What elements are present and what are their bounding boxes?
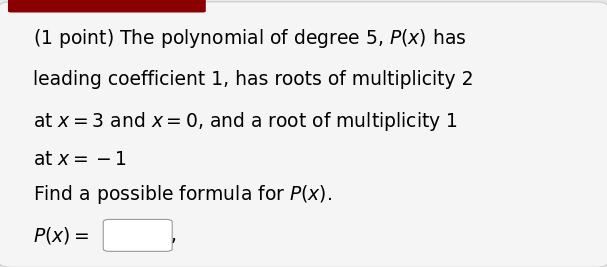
Text: at $x = 3$ and $x = 0$, and a root of multiplicity 1: at $x = 3$ and $x = 0$, and a root of mu… (33, 109, 458, 132)
Text: ,: , (171, 226, 177, 245)
Text: (1 point) The polynomial of degree 5, $\mathbf{\mathit{P}}(x)$ has: (1 point) The polynomial of degree 5, $\… (33, 27, 466, 50)
FancyBboxPatch shape (8, 0, 206, 13)
Text: $\mathbf{\mathit{P}}(x) =$: $\mathbf{\mathit{P}}(x) =$ (33, 225, 89, 246)
Text: at $x = -1$: at $x = -1$ (33, 150, 127, 169)
Text: Find a possible formula for $\mathbf{\mathit{P}}(x)$.: Find a possible formula for $\mathbf{\ma… (33, 183, 331, 206)
FancyBboxPatch shape (103, 219, 172, 251)
Text: leading coefficient 1, has roots of multiplicity 2: leading coefficient 1, has roots of mult… (33, 70, 473, 89)
